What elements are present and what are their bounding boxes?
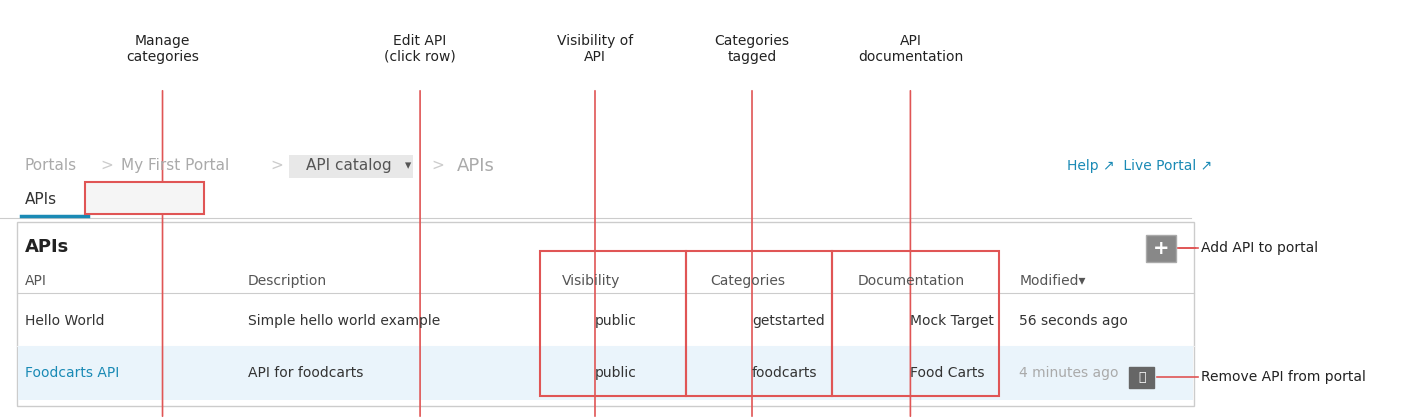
Text: Mock Target: Mock Target <box>911 313 995 328</box>
Text: Portals: Portals <box>25 158 77 173</box>
Text: Add API to portal: Add API to portal <box>1201 241 1319 255</box>
Bar <box>17 222 1194 406</box>
Bar <box>832 251 999 396</box>
Bar <box>289 155 414 178</box>
Text: APIs: APIs <box>25 191 58 207</box>
Text: public: public <box>595 313 637 328</box>
Text: >: > <box>101 158 114 173</box>
Text: Hello World: Hello World <box>25 313 104 328</box>
Text: Remove API from portal: Remove API from portal <box>1201 370 1367 384</box>
Text: API: API <box>25 274 46 288</box>
Text: API catalog: API catalog <box>306 158 391 173</box>
Text: Documentation: Documentation <box>859 274 965 288</box>
Text: Modified▾: Modified▾ <box>1019 274 1086 288</box>
Text: +: + <box>1153 238 1169 258</box>
Bar <box>686 251 832 396</box>
Text: API for foodcarts: API for foodcarts <box>248 366 363 380</box>
Text: 56 seconds ago: 56 seconds ago <box>1019 313 1128 328</box>
Bar <box>1146 235 1176 262</box>
Text: Categories: Categories <box>104 191 187 207</box>
Text: >: > <box>431 158 443 173</box>
Bar <box>1129 367 1155 388</box>
Bar <box>540 251 686 396</box>
Text: Categories
tagged: Categories tagged <box>714 34 790 64</box>
Text: Visibility: Visibility <box>563 274 620 288</box>
Text: getstarted: getstarted <box>752 313 825 328</box>
Text: Manage
categories: Manage categories <box>126 34 199 64</box>
Text: foodcarts: foodcarts <box>752 366 818 380</box>
Text: Simple hello world example: Simple hello world example <box>248 313 441 328</box>
Bar <box>86 182 203 214</box>
Text: APIs: APIs <box>25 238 69 256</box>
Text: Visibility of
API: Visibility of API <box>557 34 633 64</box>
Text: 🗑: 🗑 <box>1138 370 1145 384</box>
Text: API
documentation: API documentation <box>857 34 962 64</box>
Text: >: > <box>269 158 282 173</box>
Text: ▾: ▾ <box>405 159 411 172</box>
Text: public: public <box>595 366 637 380</box>
Text: Categories: Categories <box>711 274 786 288</box>
Text: 4 minutes ago: 4 minutes ago <box>1019 366 1118 380</box>
Text: Help ↗  Live Portal ↗: Help ↗ Live Portal ↗ <box>1068 158 1212 173</box>
Text: Foodcarts API: Foodcarts API <box>25 366 119 380</box>
Text: Food Carts: Food Carts <box>911 366 985 380</box>
Text: APIs: APIs <box>457 157 495 174</box>
Text: Description: Description <box>248 274 327 288</box>
Text: Edit API
(click row): Edit API (click row) <box>384 34 456 64</box>
Bar <box>18 346 1193 400</box>
Text: My First Portal: My First Portal <box>121 158 230 173</box>
